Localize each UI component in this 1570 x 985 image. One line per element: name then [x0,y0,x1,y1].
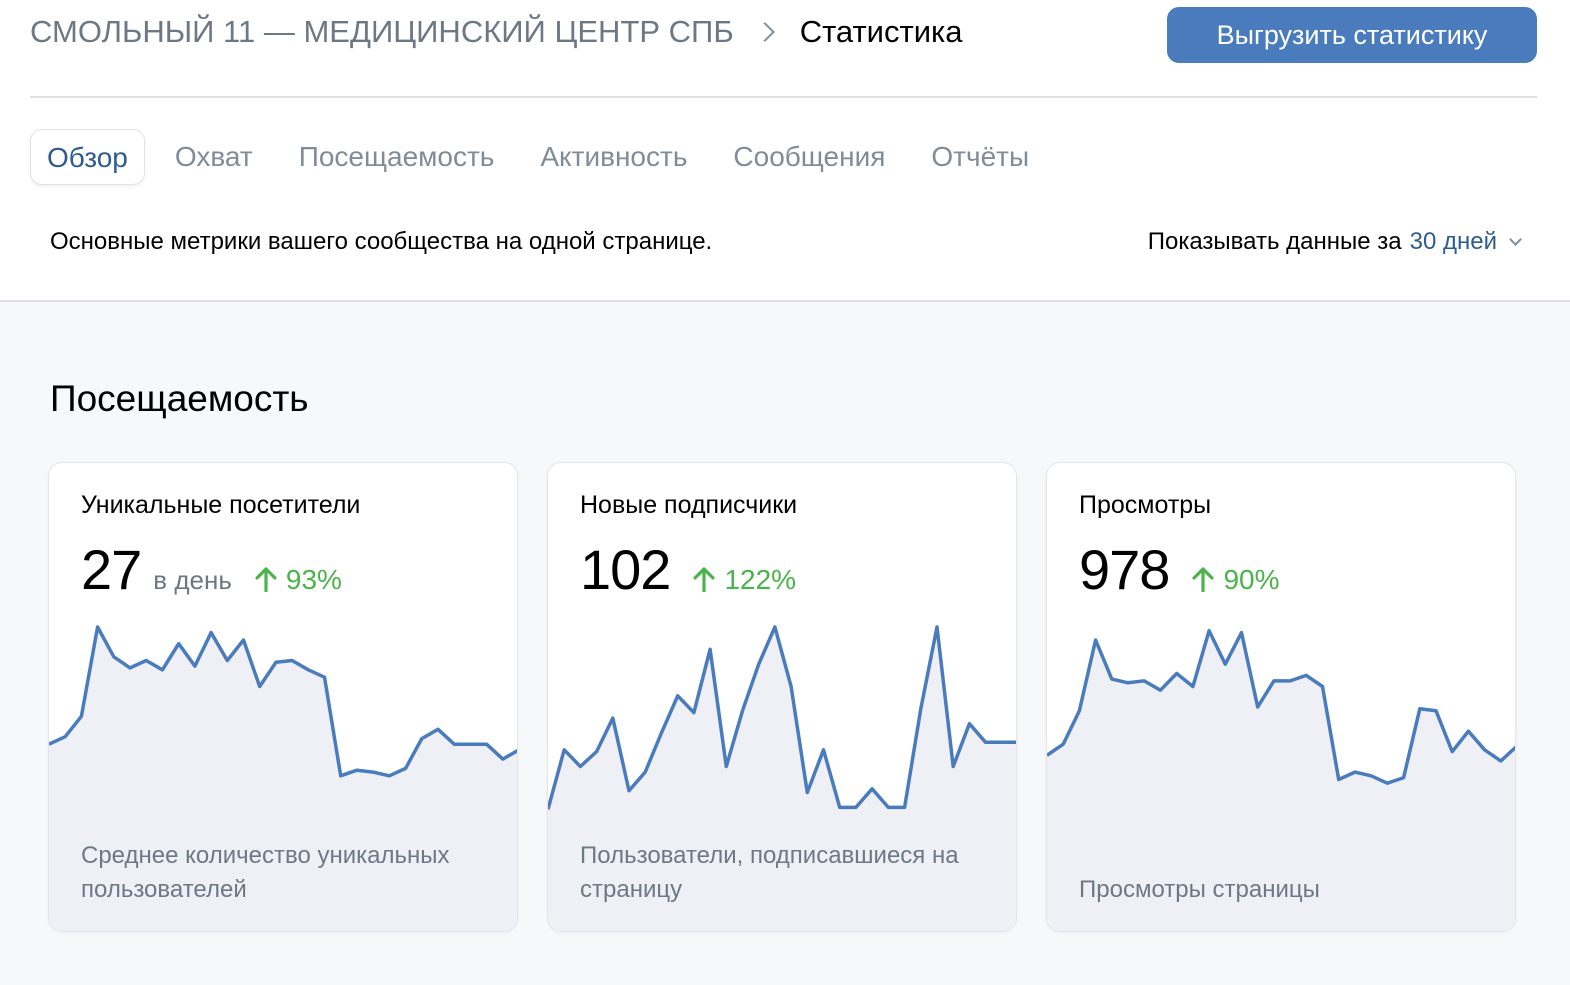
page-title: Статистика [799,14,963,49]
metric-value: 102 [580,538,671,601]
export-statistics-button[interactable]: Выгрузить статистику [1167,7,1537,63]
trend-indicator: 122% [692,563,796,596]
sparkline-area [1047,630,1515,931]
card-unique-visitors[interactable]: Уникальные посетители 27 в день 93% Сред… [48,462,518,932]
tab-bar: Обзор Охват Посещаемость Активность Сооб… [30,129,1059,185]
chevron-down-icon [1509,233,1522,246]
trend-value: 122% [724,564,797,595]
sparkline-chart [1047,628,1515,931]
stats-panel: Посещаемость Уникальные посетители 27 в … [0,300,1570,985]
sparkline-area [548,627,1016,931]
trend-indicator: 93% [254,563,342,596]
period-selector[interactable]: Показывать данные за 30 дней [1147,228,1522,256]
arrow-up-icon [1192,567,1215,592]
sparkline-area [49,627,517,931]
sparkline-chart [49,625,517,931]
trend-indicator: 90% [1191,563,1279,596]
breadcrumb-group-link[interactable]: СМОЛЬНЫЙ 11 — МЕДИЦИНСКИЙ ЦЕНТР СПБ [30,14,734,49]
trend-value: 93% [285,564,342,595]
arrow-up-icon [693,567,716,592]
metric-row: 27 в день 93% [81,537,342,602]
card-title: Уникальные посетители [81,491,361,519]
card-title: Просмотры [1079,491,1212,519]
tab-reach[interactable]: Охват [174,141,253,172]
metric-value: 978 [1079,538,1170,601]
metric-value: 27 [81,538,142,601]
metric-unit: в день [153,565,232,595]
trend-value: 90% [1223,564,1280,595]
tab-messages[interactable]: Сообщения [733,141,886,172]
metric-row: 102 122% [580,537,796,602]
sparkline-line [548,625,1016,810]
period-value[interactable]: 30 дней [1409,228,1497,255]
card-title: Новые подписчики [580,491,798,519]
arrow-up-icon [255,567,277,592]
metric-row: 978 90% [1079,537,1279,602]
section-title: Посещаемость [50,378,309,419]
breadcrumb: СМОЛЬНЫЙ 11 — МЕДИЦИНСКИЙ ЦЕНТР СПБ Стат… [30,14,963,50]
sparkline-chart [548,625,1016,931]
card-description: Просмотры страницы [1079,876,1320,903]
page-subtitle: Основные метрики вашего сообщества на од… [50,228,713,255]
period-label: Показывать данные за [1147,228,1402,255]
card-new-subscribers[interactable]: Новые подписчики 102 122% Пользователи, … [547,462,1017,932]
tab-overview[interactable]: Обзор [30,129,145,185]
chevron-right-icon [754,22,775,42]
sparkline-line [1047,628,1515,785]
tab-activity[interactable]: Активность [540,141,688,172]
tab-reports[interactable]: Отчёты [931,141,1030,172]
page-header: СМОЛЬНЫЙ 11 — МЕДИЦИНСКИЙ ЦЕНТР СПБ Стат… [30,0,1537,98]
card-description: Среднее количество уникальных пользовате… [81,842,450,903]
sparkline-line [49,625,517,778]
tab-attendance[interactable]: Посещаемость [298,141,495,172]
card-views[interactable]: Просмотры 978 90% Просмотры страницы [1046,462,1516,932]
card-description: Пользователи, подписавшиеся на страницу [580,842,959,903]
